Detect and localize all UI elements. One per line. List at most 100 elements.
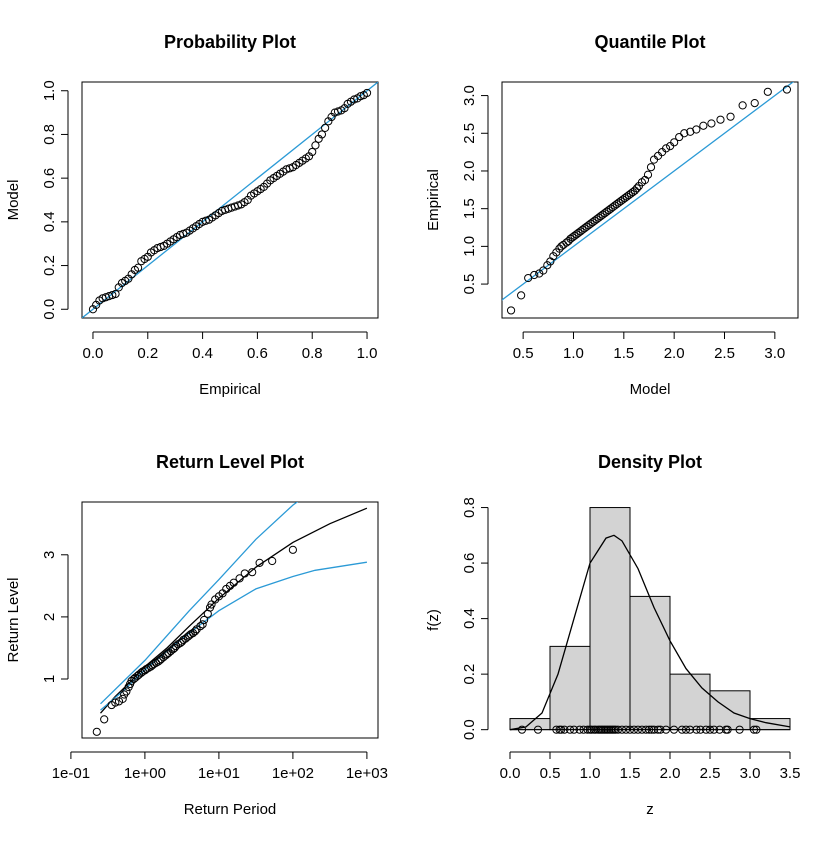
quantile-x-tick-label: 2.0 (664, 345, 685, 362)
return-level-point (268, 556, 277, 566)
density-data-point (613, 725, 623, 734)
density-histogram-bar (629, 595, 671, 731)
probability-point (362, 88, 372, 98)
density-data-point (621, 725, 631, 734)
density-y-tick-label: 0.6 (461, 553, 478, 574)
density-plot-panel: Density Plot z f(z) 0.0 0.5 1.0 1.5 2.0 2.5 3.… (425, 452, 800, 818)
density-x-tick-label: 1.0 (580, 765, 601, 782)
density-data-point (611, 725, 620, 734)
density-data-point (641, 725, 651, 734)
density-data-point (685, 725, 695, 734)
quantile-point (530, 270, 539, 280)
return-level-point (149, 659, 158, 669)
density-data-point (560, 725, 569, 734)
probability-plot-xlabel: Empirical (199, 381, 261, 398)
probability-point (317, 130, 326, 139)
quantile-point (646, 163, 656, 172)
return-level-point (122, 687, 131, 696)
quantile-point (670, 138, 679, 147)
density-data-point (575, 725, 584, 734)
return-level-plot-xlabel: Return Period (184, 801, 277, 818)
return-level-point (255, 558, 264, 567)
density-x-tick-label: 0.0 (500, 765, 521, 782)
density-x-tick-label: 3.0 (740, 765, 761, 782)
quantile-plot-y-axis: 0.5 1.0 1.5 2.0 2.5 3.0 (461, 85, 489, 294)
quantile-point (517, 291, 526, 300)
return-level-point (154, 657, 163, 666)
quantile-point (680, 129, 689, 138)
quantile-x-tick-label: 1.5 (613, 345, 634, 362)
quantile-point (716, 115, 725, 124)
density-data-point (569, 725, 579, 734)
probability-x-tick-label: 0.2 (137, 345, 158, 362)
quantile-y-tick-label: 2.0 (461, 161, 478, 182)
probability-y-tick-label: 0.6 (41, 168, 58, 189)
quantile-x-tick-label: 0.5 (513, 345, 534, 362)
density-data-point (647, 725, 656, 734)
probability-y-tick-label: 0.2 (41, 255, 58, 276)
quantile-point (750, 99, 759, 108)
density-data-point (649, 725, 659, 734)
probability-plot-title: Probability Plot (164, 32, 296, 52)
density-plot-xlabel: z (646, 801, 654, 818)
quantile-x-tick-label: 3.0 (764, 345, 785, 362)
return-level-y-tick-label: 2 (41, 613, 58, 621)
density-y-tick-label: 0.4 (461, 608, 478, 629)
density-histogram-bar (589, 507, 631, 731)
density-data-point (752, 725, 761, 734)
density-plot-y-axis: 0.0 0.2 0.4 0.6 0.8 (461, 497, 489, 740)
quantile-point (506, 306, 516, 315)
return-level-point (118, 694, 127, 703)
density-data-point (656, 725, 665, 734)
density-data-point (517, 725, 527, 734)
density-x-tick-label: 0.5 (540, 765, 561, 782)
quantile-point (675, 132, 684, 142)
return-level-plot-x-axis: 1e-01 1e+00 1e+01 1e+02 1e+03 (52, 751, 388, 782)
density-fitted-curve (509, 534, 791, 731)
return-level-plot-ylabel: Return Level (5, 577, 22, 662)
probability-point (111, 289, 120, 299)
return-level-x-tick-label: 1e+01 (198, 765, 240, 782)
return-level-point (142, 664, 151, 674)
probability-y-tick-label: 0.4 (41, 211, 58, 232)
return-level-x-tick-label: 1e+00 (124, 765, 166, 782)
density-data-point (533, 725, 543, 734)
density-data-point (645, 725, 654, 734)
return-level-point (92, 727, 101, 736)
density-data-point (723, 725, 732, 734)
return-level-point (191, 627, 200, 636)
density-data-point (696, 725, 705, 734)
density-data-point (625, 725, 635, 734)
quantile-plot-x-axis: 0.5 1.0 1.5 2.0 2.5 3.0 (513, 331, 785, 362)
probability-x-tick-label: 0.8 (302, 345, 323, 362)
probability-x-tick-label: 0.0 (83, 345, 104, 362)
density-data-point (661, 725, 671, 734)
density-data-point (705, 725, 715, 734)
quantile-y-tick-label: 1.5 (461, 198, 478, 219)
return-level-plot-marks (92, 502, 368, 736)
return-level-plot-panel: Return Level Plot Return Period Return L… (5, 452, 388, 818)
return-level-y-tick-label: 1 (41, 675, 58, 683)
quantile-point (763, 87, 772, 96)
probability-x-tick-label: 1.0 (357, 345, 378, 362)
quantile-point (692, 125, 701, 134)
density-data-point (735, 725, 744, 734)
probability-x-tick-label: 0.6 (247, 345, 268, 362)
quantile-point (782, 85, 792, 94)
return-level-point (288, 545, 297, 554)
return-level-point (248, 568, 257, 577)
quantile-point (707, 119, 716, 128)
quantile-x-tick-label: 2.5 (714, 345, 735, 362)
density-data-point (565, 725, 575, 734)
quantile-y-tick-label: 2.5 (461, 123, 478, 144)
quantile-plot-ylabel: Empirical (425, 169, 442, 231)
return-level-y-tick-label: 3 (41, 551, 58, 559)
density-data-point (681, 725, 691, 734)
density-data-point (552, 725, 561, 734)
probability-x-tick-label: 0.4 (192, 345, 213, 362)
density-data-point (715, 725, 724, 734)
return-level-plot-y-axis: 1 2 3 (41, 551, 69, 683)
density-data-point (701, 725, 711, 734)
return-level-x-tick-label: 1e+02 (272, 765, 314, 782)
